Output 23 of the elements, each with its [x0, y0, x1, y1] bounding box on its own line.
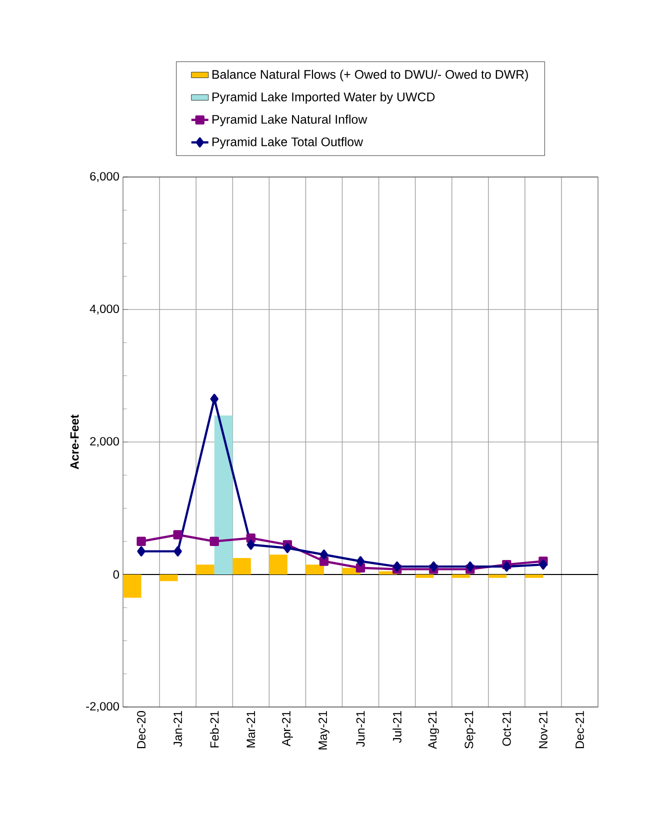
x-tick-label: Dec-21 — [576, 711, 584, 748]
legend-label: Pyramid Lake Natural Inflow — [212, 114, 368, 126]
y-axis-title: Acre-Feet — [70, 414, 79, 470]
x-tick-label: Aug-21 — [428, 711, 439, 750]
x-tick-label: Feb-21 — [210, 711, 219, 748]
y-tick-label: 4,000 — [90, 304, 120, 314]
y-tick-label: -2,000 — [86, 702, 120, 712]
x-tick-label: Dec-20 — [137, 710, 146, 748]
x-tick-label: Jan-21 — [174, 711, 182, 747]
x-tick-label: Oct-21 — [502, 711, 511, 746]
x-tick-label: Jul-21 — [392, 711, 402, 743]
legend-label: Balance Natural Flows (+ Owed to DWU/- Owed to DWR) — [212, 70, 528, 82]
y-tick-label: 0 — [113, 570, 120, 579]
y-tick-label: 6,000 — [90, 172, 120, 182]
x-tick-label: Sep-21 — [464, 711, 476, 749]
x-tick-label: Apr-21 — [282, 711, 293, 746]
x-tick-label: May-21 — [318, 711, 330, 750]
y-tick-label: 2,000 — [90, 437, 120, 447]
x-tick-label: Mar-21 — [246, 711, 256, 748]
x-tick-label: Nov-21 — [538, 711, 548, 748]
legend-label: Pyramid Lake Imported Water by UWCD — [212, 92, 435, 104]
x-tick-label: Jun-21 — [356, 711, 365, 747]
legend-label: Pyramid Lake Total Outflow — [212, 137, 364, 149]
